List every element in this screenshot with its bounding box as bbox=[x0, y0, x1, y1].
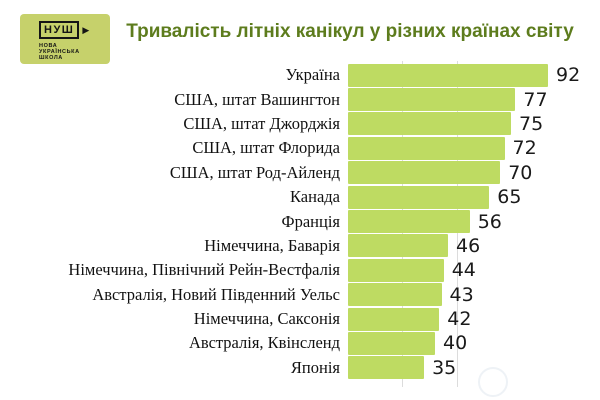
bar bbox=[348, 234, 448, 258]
bar-track: 46 bbox=[348, 234, 600, 258]
bar-track: 42 bbox=[348, 307, 600, 331]
bar-track: 70 bbox=[348, 161, 600, 185]
bar-value: 92 bbox=[556, 64, 581, 87]
logo-org-line: ШКОЛА bbox=[39, 55, 63, 62]
bar-row: Франція 56 bbox=[0, 209, 600, 234]
bar-row: Німеччина, Північний Рейн-Вестфалія 44 bbox=[0, 258, 600, 282]
bar-row: Австралія, Новий Південний Уельс 43 bbox=[0, 283, 600, 307]
bar-value: 75 bbox=[519, 112, 544, 135]
logo-org-name: НОВА УКРАЇНСЬКА ШКОЛА bbox=[39, 43, 110, 61]
logo-top: НУШ ▶ bbox=[39, 21, 110, 40]
bar-row: Канада 65 bbox=[0, 185, 600, 209]
bar-track: 56 bbox=[348, 210, 600, 234]
bar-value: 70 bbox=[508, 161, 533, 184]
bar-value: 72 bbox=[512, 137, 537, 160]
bar-value: 56 bbox=[477, 210, 502, 233]
bar bbox=[348, 63, 548, 87]
bar bbox=[348, 210, 470, 234]
bar bbox=[348, 258, 444, 282]
bar-value: 43 bbox=[449, 283, 474, 306]
bar bbox=[348, 307, 440, 331]
bar bbox=[348, 136, 505, 160]
play-icon: ▶ bbox=[82, 24, 90, 35]
bar-label: Франція bbox=[281, 211, 340, 231]
nush-logo: НУШ ▶ НОВА УКРАЇНСЬКА ШКОЛА bbox=[20, 14, 110, 64]
bar-label: США, штат Джорджія bbox=[183, 113, 340, 133]
bar-value: 42 bbox=[447, 308, 472, 331]
bar-track: 65 bbox=[348, 185, 600, 209]
logo-org-line: УКРАЇНСЬКА bbox=[39, 49, 80, 56]
bar-track: 75 bbox=[348, 112, 600, 136]
bar-value: 35 bbox=[432, 356, 457, 379]
bar-row: Німеччина, Саксонія 42 bbox=[0, 307, 600, 331]
bar-value: 46 bbox=[456, 234, 481, 257]
bar-track: 92 bbox=[348, 63, 600, 87]
bar-value: 77 bbox=[523, 88, 548, 111]
logo-org-line: НОВА bbox=[39, 43, 58, 50]
bar-track: 44 bbox=[348, 258, 600, 282]
bar-row: Австралія, Квінсленд 40 bbox=[0, 331, 600, 355]
bar-track: 43 bbox=[348, 283, 600, 307]
bar-row: США, штат Джорджія 75 bbox=[0, 112, 600, 136]
bar-row: США, штат Род-Айленд 70 bbox=[0, 161, 600, 185]
bar bbox=[348, 331, 435, 355]
bar-label: Україна bbox=[285, 65, 340, 85]
bar-track: 35 bbox=[348, 356, 600, 380]
bar-label: США, штат Род-Айленд bbox=[169, 162, 340, 182]
bar-label: США, штат Флорида bbox=[192, 138, 340, 158]
chart-title: Тривалість літніх канікул у різних країн… bbox=[126, 21, 574, 42]
chart-rows: Україна 92 США, штат Вашингтон 77 США, ш… bbox=[0, 63, 600, 380]
bar-row: США, штат Флорида 72 bbox=[0, 136, 600, 160]
bar bbox=[348, 283, 442, 307]
bar-track: 77 bbox=[348, 88, 600, 112]
bar-label: Канада bbox=[290, 187, 340, 207]
bar-label: Німеччина, Північний Рейн-Вестфалія bbox=[68, 260, 340, 280]
bar bbox=[348, 161, 501, 185]
bar-row: США, штат Вашингтон 77 bbox=[0, 87, 600, 112]
bar bbox=[348, 185, 490, 209]
bar-value: 44 bbox=[451, 259, 476, 282]
bar-track: 72 bbox=[348, 136, 600, 160]
bar-track: 40 bbox=[348, 331, 600, 355]
bar-row: Японія 35 bbox=[0, 356, 600, 380]
bar-row: Україна 92 bbox=[0, 63, 600, 87]
bar-label: США, штат Вашингтон bbox=[174, 89, 340, 109]
bar-label: Австралія, Квінсленд bbox=[188, 333, 340, 353]
bar bbox=[348, 112, 511, 136]
bar-label: Німеччина, Баварія bbox=[204, 235, 340, 255]
logo-acronym: НУШ bbox=[39, 21, 80, 40]
watermark-circle bbox=[478, 367, 508, 397]
bar-value: 65 bbox=[497, 186, 522, 209]
bar-label: Австралія, Новий Південний Уельс bbox=[92, 284, 340, 304]
bar-label: Японія bbox=[290, 357, 340, 377]
bar-label: Німеччина, Саксонія bbox=[193, 309, 340, 329]
bar bbox=[348, 88, 516, 112]
bar-value: 40 bbox=[443, 332, 468, 355]
bar-chart: Україна 92 США, штат Вашингтон 77 США, ш… bbox=[0, 61, 600, 397]
bar bbox=[348, 356, 425, 380]
bar-row: Німеччина, Баварія 46 bbox=[0, 234, 600, 258]
